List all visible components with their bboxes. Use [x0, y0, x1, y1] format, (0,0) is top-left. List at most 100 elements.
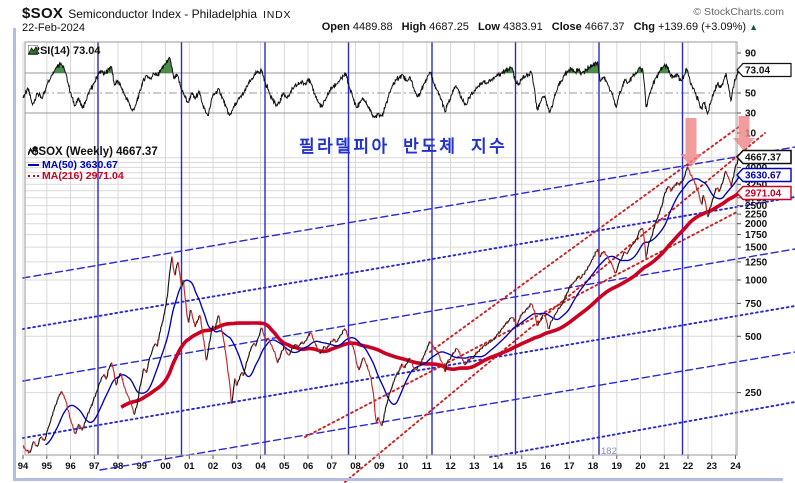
- exchange-label: INDX: [263, 9, 292, 21]
- price-axis-label: 750: [745, 299, 762, 310]
- year-label: 96: [65, 461, 76, 472]
- price-line-down-segments: [22, 163, 738, 454]
- down-arrow-annotation: [733, 116, 755, 151]
- price-axis-label: 2250: [745, 210, 768, 221]
- quote-high-value: 4687.25: [426, 21, 469, 33]
- red-dotted-trendline: [344, 132, 766, 483]
- year-label: 23: [707, 461, 718, 472]
- year-label: 12: [445, 461, 456, 472]
- ma50-box: [736, 167, 792, 183]
- rsi-current-value: 73.04: [745, 66, 770, 77]
- ohlc-quote-row: Open 4489.88 High 4687.25 Low 4383.91 Close…: [313, 21, 758, 33]
- rsi-legend: RSI(14) 73.04: [28, 45, 100, 57]
- price-legend-label: $SOX (Weekly) 4667.37: [32, 146, 158, 158]
- year-label: 08: [350, 461, 361, 472]
- price-axis-label: 1250: [745, 257, 768, 268]
- rsi-label: RSI(14) 73.04: [32, 45, 101, 57]
- rsi-axis-label: 10: [745, 129, 757, 140]
- year-label: 24: [730, 461, 741, 472]
- korean-annotation: 필라델피아 반도체 지수: [299, 137, 508, 157]
- ma50-value: 3630.67: [745, 171, 782, 182]
- price-axis-label: 1500: [745, 243, 768, 254]
- blue-dotted-trendline: [489, 401, 795, 458]
- ma50-legend-label: MA(50) 3630.67: [42, 159, 118, 171]
- copyright-link[interactable]: © StockCharts.com: [693, 6, 784, 18]
- chart-title: $SOX Semiconductor Index - Philadelphia IN…: [22, 5, 291, 23]
- year-label: 00: [160, 461, 171, 472]
- blue-dotted-trendline: [22, 305, 795, 439]
- rsi-axis-label: 30: [745, 109, 757, 120]
- chart-date: 22-Feb-2024: [22, 22, 85, 34]
- quote-low-value: 4383.91: [499, 21, 543, 33]
- rsi-axis-label: 50: [745, 89, 757, 100]
- year-label: 07: [327, 461, 338, 472]
- last-price-value: 4667.37: [745, 153, 782, 164]
- year-label: 18: [588, 461, 599, 472]
- year-label: 19: [612, 461, 623, 472]
- year-label: 21: [659, 461, 670, 472]
- rsi-line: [22, 56, 739, 119]
- price-axis-label: 3250: [745, 180, 768, 191]
- ma216-legend-label: MA(216) 2971.04: [42, 170, 124, 182]
- quote-open-value: 4489.88: [349, 21, 393, 33]
- ma216-value: 2971.04: [745, 189, 782, 200]
- year-label: 16: [540, 461, 551, 472]
- plot-border: [24, 41, 738, 456]
- frame-left-strip: [13, 28, 16, 481]
- ma50-line: [45, 176, 740, 446]
- red-dotted-trendline: [304, 211, 738, 438]
- price-axis-label: 500: [745, 332, 762, 343]
- ma216-line: [119, 191, 741, 409]
- year-label: 22: [683, 461, 694, 472]
- year-label: 05: [279, 461, 290, 472]
- year-label: 13: [469, 461, 480, 472]
- ma50-swatch: [28, 164, 39, 167]
- price-axis-label: 250: [745, 388, 762, 399]
- price-axis-label: 1000: [745, 276, 768, 287]
- year-label: 15: [517, 461, 528, 472]
- price-axis-label: 2000: [745, 219, 768, 230]
- year-label: 14: [493, 461, 504, 472]
- year-label: 10: [398, 461, 409, 472]
- year-label: 03: [232, 461, 243, 472]
- price-axis-label: 1750: [745, 230, 768, 241]
- rsi-axis-label: 90: [745, 49, 757, 60]
- quote-high-label: High: [401, 21, 427, 33]
- cycle-length-label: 182: [601, 446, 617, 457]
- ma216-swatch: [28, 175, 39, 178]
- year-label: 06: [303, 461, 314, 472]
- quote-chg-label: Chg: [633, 21, 655, 33]
- symbol-label: $SOX: [22, 5, 64, 22]
- year-label: 99: [137, 461, 148, 472]
- year-label: 94: [18, 461, 29, 472]
- quote-chg-value: +139.69 (+3.09%): [654, 21, 747, 33]
- year-label: 20: [635, 461, 646, 472]
- blue-dashed-trendline: [99, 351, 795, 471]
- price-axis-label: 2500: [745, 201, 768, 212]
- frame-bottom-strip: [13, 478, 783, 481]
- quote-close-label: Close: [551, 21, 582, 33]
- year-label: 04: [255, 461, 266, 472]
- symbol-name: Semiconductor Index - Philadelphia: [68, 7, 258, 21]
- blue-dashed-trendline: [22, 248, 795, 382]
- quote-open-label: Open: [321, 21, 350, 33]
- change-up-triangle-icon: ▲: [749, 22, 758, 32]
- year-label: 11: [422, 461, 433, 472]
- year-label: 02: [208, 461, 219, 472]
- year-label: 95: [42, 461, 53, 472]
- year-label: 09: [374, 461, 385, 472]
- year-label: 01: [184, 461, 195, 472]
- year-label: 17: [564, 461, 575, 472]
- down-arrow-annotation: [680, 118, 702, 167]
- price-line-up-segments: [23, 154, 740, 454]
- price-legend: $SOX (Weekly) 4667.37: [28, 146, 158, 158]
- last-price-box: [735, 149, 792, 165]
- quote-low-label: Low: [477, 21, 500, 33]
- rsi-overbought-fill: [53, 57, 739, 73]
- ma50-legend: MA(50) 3630.67: [28, 159, 118, 171]
- quote-close-value: 4667.37: [581, 21, 625, 33]
- blue-dotted-trendline: [22, 196, 795, 330]
- ma216-box: [736, 185, 792, 201]
- year-label: 97: [89, 461, 100, 472]
